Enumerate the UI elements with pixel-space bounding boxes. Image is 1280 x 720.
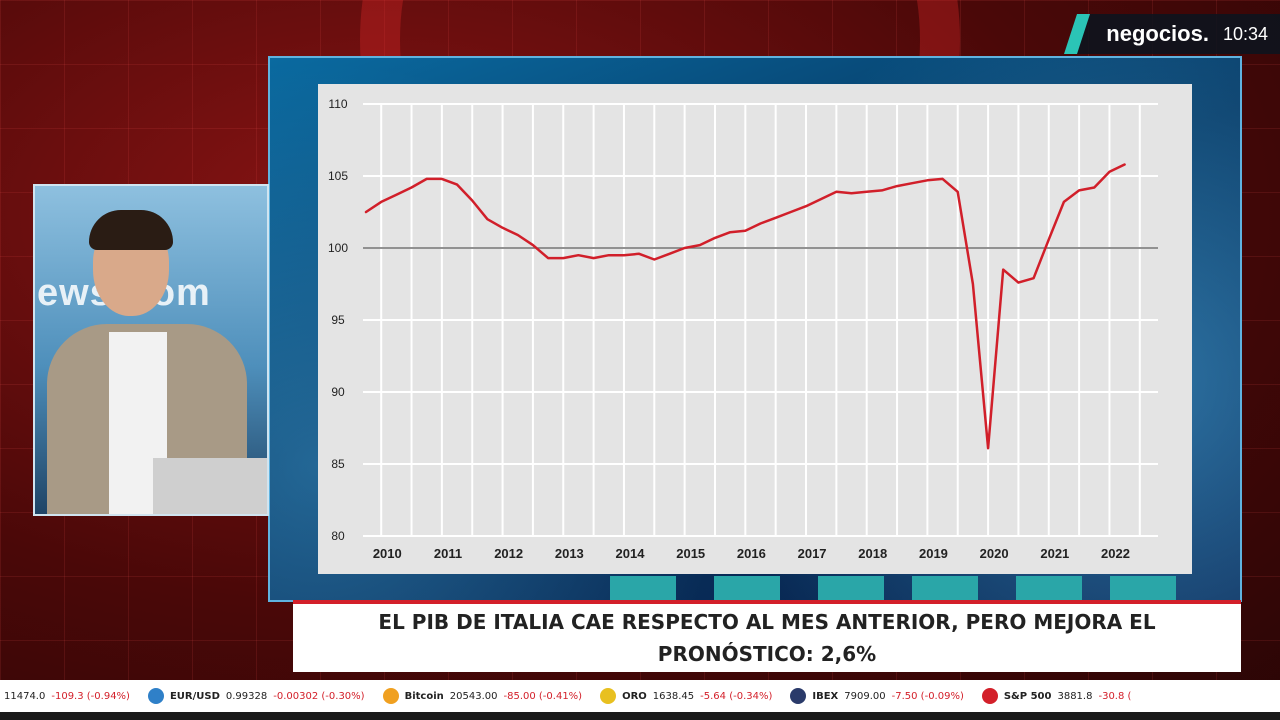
ticker-item: Bitcoin 20543.00 -85.00 (-0.41%) (379, 688, 597, 704)
clock-time: 10:34 (1222, 23, 1268, 44)
ticker-name: IBEX (812, 690, 839, 702)
gdp-chart-card: 110 105 100 95 90 85 80 2010 2011 2012 2013 2014 201… (318, 84, 1192, 574)
ticker-item: ORO 1638.45 -5.64 (-0.34%) (596, 688, 786, 704)
ticker-change: -30.8 ( (1098, 690, 1132, 702)
gold-icon (600, 688, 617, 704)
euro-dollar-icon (147, 688, 164, 704)
ticker-value: 1638.45 (652, 690, 695, 702)
ticker-change: -109.3 (-0.94%) (51, 690, 130, 702)
presenter-hair (89, 210, 173, 250)
x-tick-label: 2015 (676, 546, 705, 561)
ticker-item: IBEX 7909.00 -7.50 (-0.09%) (786, 688, 977, 704)
x-tick-label: 2020 (980, 546, 1009, 561)
screen-tab (714, 576, 780, 600)
ticker-name: S&P 500 (1003, 690, 1052, 702)
x-tick-label: 2017 (798, 546, 827, 561)
ticker-value: 3881.8 (1057, 690, 1093, 702)
y-tick-label: 100 (328, 241, 348, 255)
presenter-video: ewsroom (33, 184, 269, 516)
headline-banner: EL PIB DE ITALIA CAE RESPECTO AL MES ANT… (293, 600, 1241, 672)
ticker-name: EUR/USD (169, 690, 220, 702)
y-tick-label: 80 (331, 529, 345, 543)
screen-tab (818, 576, 884, 600)
ticker-bottom-bar (0, 712, 1280, 720)
y-tick-label: 85 (331, 457, 345, 471)
channel-name: negocios. (1106, 21, 1209, 46)
ticker-value: 0.99328 (225, 690, 268, 702)
screen-tab (1016, 576, 1082, 600)
screen-tab (912, 576, 978, 600)
headline-text: EL PIB DE ITALIA CAE RESPECTO AL MES ANT… (378, 610, 1156, 666)
y-tick-label: 95 (331, 313, 345, 327)
x-tick-label: 2014 (616, 546, 646, 561)
x-tick-label: 2012 (494, 546, 523, 561)
sp500-icon (981, 688, 998, 704)
ticker-change: -7.50 (-0.09%) (891, 690, 964, 702)
ticker-value: 11474.0 (4, 690, 46, 702)
ticker-change: -85.00 (-0.41%) (503, 690, 583, 702)
ticker-value: 20543.00 (449, 690, 498, 702)
ticker-item: 11474.0 -109.3 (-0.94%) (0, 691, 144, 702)
screen-tab (1110, 576, 1176, 600)
gdp-line-chart: 110 105 100 95 90 85 80 2010 2011 2012 2013 2014 201… (328, 97, 1158, 561)
gdp-series-line (364, 163, 1126, 450)
ticker-name: Bitcoin (404, 690, 444, 702)
bitcoin-icon (382, 688, 399, 704)
y-tick-label: 105 (328, 169, 348, 183)
x-tick-label: 2019 (919, 546, 948, 561)
x-tick-label: 2021 (1040, 546, 1069, 561)
x-tick-label: 2018 (858, 546, 887, 561)
ticker-change: -0.00302 (-0.30%) (273, 690, 365, 702)
x-tick-label: 2022 (1101, 546, 1130, 561)
channel-logo: negocios. 10:34 (1064, 14, 1280, 54)
ticker-item: S&P 500 3881.8 -30.8 ( (978, 688, 1146, 704)
ticker-name: ORO (622, 690, 647, 702)
x-tick-label: 2010 (373, 546, 402, 561)
ticker-value: 7909.00 (844, 690, 886, 702)
x-tick-label: 2016 (737, 546, 766, 561)
studio-desk (153, 458, 267, 514)
y-tick-label: 110 (328, 97, 347, 111)
ticker-change: -5.64 (-0.34%) (700, 690, 773, 702)
screen-tab (610, 576, 676, 600)
ticker-item: EUR/USD 0.99328 -0.00302 (-0.30%) (144, 688, 379, 704)
ibex-icon (790, 688, 807, 704)
y-tick-label: 90 (331, 385, 345, 399)
x-tick-label: 2011 (434, 546, 462, 561)
x-tick-label: 2013 (555, 546, 584, 561)
market-ticker: 11474.0 -109.3 (-0.94%) EUR/USD 0.99328 -0.0… (0, 680, 1280, 712)
